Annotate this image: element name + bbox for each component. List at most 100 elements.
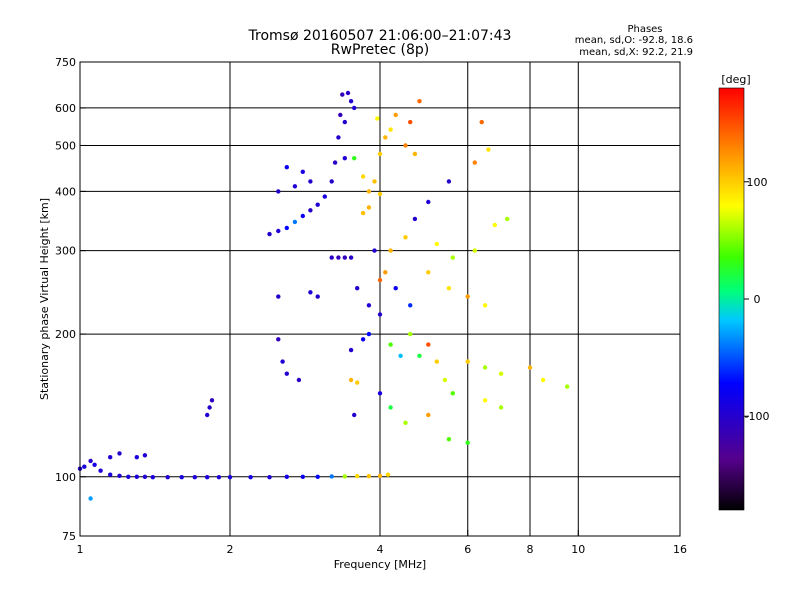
data-point bbox=[315, 202, 320, 207]
data-point bbox=[426, 199, 431, 205]
colorbar-gradient bbox=[718, 87, 745, 511]
data-point bbox=[492, 222, 497, 228]
data-point bbox=[366, 303, 372, 308]
data-point bbox=[498, 405, 504, 410]
data-point bbox=[565, 384, 570, 389]
data-point bbox=[377, 312, 383, 317]
data-point bbox=[388, 248, 393, 253]
y-tick-label: 200 bbox=[55, 328, 76, 341]
stats-x-line: mean, sd,X: 92.2, 21.9 bbox=[579, 47, 693, 58]
data-point bbox=[340, 92, 345, 97]
data-point bbox=[192, 475, 197, 480]
data-point bbox=[446, 286, 452, 291]
y-tick-label: 400 bbox=[55, 185, 76, 198]
data-point bbox=[108, 455, 113, 460]
data-point bbox=[348, 99, 354, 104]
data-point bbox=[465, 440, 470, 445]
data-point bbox=[505, 216, 510, 222]
data-point bbox=[434, 359, 439, 364]
stats-o-line: mean, sd,O: -92.8, 18.6 bbox=[575, 35, 693, 46]
data-point bbox=[142, 474, 148, 479]
data-point bbox=[348, 347, 354, 353]
data-point bbox=[479, 119, 484, 125]
x-axis: 1 2 4 6 8 10 16 bbox=[77, 530, 687, 556]
data-point bbox=[292, 219, 298, 225]
stats-header: Phases bbox=[627, 24, 662, 35]
y-axis-label: Stationary phase Virtual Height [km] bbox=[38, 198, 51, 400]
data-point bbox=[372, 248, 377, 253]
data-point bbox=[355, 380, 360, 385]
data-point bbox=[377, 151, 383, 157]
data-point bbox=[342, 156, 347, 161]
data-point bbox=[315, 294, 320, 299]
data-point bbox=[385, 472, 391, 477]
data-point bbox=[377, 473, 383, 478]
data-point bbox=[329, 474, 334, 479]
data-point bbox=[329, 255, 334, 260]
x-tick-label: 1 bbox=[77, 543, 84, 556]
y-tick-label: 500 bbox=[55, 139, 76, 152]
y-axis: 75 100 200 300 400 500 600 750 bbox=[55, 56, 86, 543]
data-point bbox=[498, 371, 504, 376]
y-tick-label: 75 bbox=[62, 530, 76, 543]
data-point bbox=[446, 179, 452, 184]
data-point bbox=[345, 90, 351, 96]
data-point bbox=[393, 112, 398, 118]
data-point bbox=[426, 412, 431, 418]
data-point bbox=[377, 391, 383, 396]
data-point bbox=[284, 474, 289, 479]
data-point bbox=[465, 359, 470, 364]
data-point bbox=[388, 127, 393, 132]
data-point bbox=[527, 365, 533, 370]
y-tick-label: 100 bbox=[55, 471, 76, 484]
data-point bbox=[472, 248, 477, 253]
data-point bbox=[450, 391, 455, 396]
data-point bbox=[388, 342, 393, 347]
data-point bbox=[209, 398, 215, 403]
x-tick-label: 16 bbox=[673, 543, 687, 556]
data-point bbox=[377, 191, 383, 197]
data-point bbox=[486, 147, 491, 152]
data-point bbox=[393, 286, 398, 291]
data-point bbox=[408, 331, 413, 337]
data-point bbox=[360, 337, 366, 342]
data-point bbox=[300, 474, 305, 479]
data-point bbox=[248, 475, 253, 480]
x-tick-label: 10 bbox=[571, 543, 585, 556]
data-point bbox=[408, 303, 413, 308]
data-point bbox=[117, 473, 122, 478]
data-point bbox=[142, 453, 148, 458]
data-points bbox=[77, 90, 570, 501]
data-point bbox=[276, 337, 281, 342]
x-axis-label: Frequency [MHz] bbox=[334, 558, 426, 571]
data-point bbox=[426, 342, 431, 347]
data-point bbox=[403, 143, 408, 148]
data-point bbox=[417, 99, 422, 104]
data-point bbox=[284, 371, 289, 376]
data-point bbox=[338, 112, 343, 118]
data-point bbox=[442, 377, 448, 383]
data-point bbox=[88, 458, 93, 464]
data-point bbox=[366, 474, 372, 479]
data-point bbox=[205, 412, 210, 418]
data-point bbox=[465, 294, 470, 299]
data-point bbox=[207, 405, 212, 410]
data-point bbox=[482, 398, 488, 403]
data-point bbox=[360, 174, 366, 179]
data-point bbox=[300, 169, 305, 174]
data-point bbox=[383, 135, 388, 140]
data-point bbox=[300, 213, 305, 219]
data-point bbox=[355, 286, 360, 291]
colorbar-tick-label: 0 bbox=[754, 293, 761, 306]
data-point bbox=[98, 468, 103, 473]
data-point bbox=[92, 462, 97, 467]
data-point bbox=[276, 294, 281, 299]
data-point bbox=[482, 303, 488, 308]
data-point bbox=[284, 225, 289, 231]
x-tick-label: 8 bbox=[527, 543, 534, 556]
data-point bbox=[336, 135, 341, 140]
data-point bbox=[134, 474, 139, 479]
data-point bbox=[446, 437, 452, 442]
data-point bbox=[375, 116, 380, 121]
